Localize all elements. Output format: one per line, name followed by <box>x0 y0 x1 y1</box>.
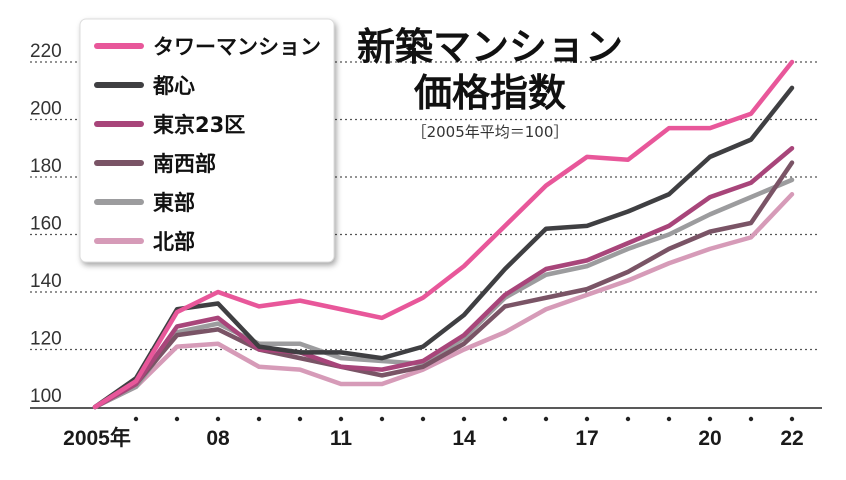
title-line-2: 価格指数 <box>413 71 566 115</box>
y-tick-label: 120 <box>30 329 62 350</box>
y-axis-ticks: 100 120 140 160 180 200 220 <box>30 41 62 407</box>
x-tick-dot <box>420 416 426 422</box>
y-tick-label: 100 <box>30 386 62 407</box>
x-tick-dot <box>256 416 262 422</box>
x-tick-dot <box>584 416 590 422</box>
legend-label: タワーマンション <box>153 35 321 59</box>
legend-label: 東部 <box>153 191 195 215</box>
x-tick-dot <box>297 416 303 422</box>
x-tick-dot <box>707 416 713 422</box>
chart-subtitle: ［2005年平均＝100］ <box>412 123 569 141</box>
series-line <box>92 192 795 410</box>
series-line <box>92 59 795 410</box>
x-tick-dot <box>625 416 631 422</box>
x-tick-dot <box>215 416 221 422</box>
x-axis: 2005年 08 11 14 17 20 22 <box>30 407 822 450</box>
y-tick-label: 180 <box>30 156 62 177</box>
x-tick-label: 14 <box>452 427 476 450</box>
x-tick-label: 08 <box>206 427 230 450</box>
x-tick-label: 20 <box>698 427 721 450</box>
x-tick-label: 2005年 <box>63 426 131 450</box>
x-tick-dot <box>543 416 549 422</box>
x-tick-dot <box>338 416 344 422</box>
x-tick-dot <box>789 416 795 422</box>
title-line-1: 新築マンション <box>357 25 623 69</box>
x-tick-dot <box>502 416 508 422</box>
x-tick-dot <box>133 416 139 422</box>
x-tick-label: 17 <box>575 427 598 450</box>
y-tick-label: 160 <box>30 214 62 235</box>
legend-label: 東京23区 <box>153 113 245 137</box>
x-tick-dot <box>461 416 467 422</box>
legend-label: 北部 <box>153 230 195 254</box>
legend-label: 都心 <box>152 74 195 98</box>
x-tick-dot <box>748 416 754 422</box>
y-tick-label: 220 <box>30 41 62 62</box>
series-line <box>92 160 795 410</box>
y-tick-label: 140 <box>30 271 62 292</box>
series-lines <box>92 59 795 410</box>
chart-title: 新築マンション 価格指数 ［2005年平均＝100］ <box>357 25 623 141</box>
x-tick-label: 11 <box>330 427 353 450</box>
x-tick-dot <box>666 416 672 422</box>
x-tick-dot <box>379 416 385 422</box>
x-tick-label: 22 <box>780 427 803 450</box>
x-tick-dot <box>174 416 180 422</box>
series-line <box>92 85 795 410</box>
series-line <box>92 177 795 410</box>
series-line <box>92 146 795 410</box>
legend-label: 南西部 <box>153 152 216 176</box>
y-tick-label: 200 <box>30 99 62 120</box>
